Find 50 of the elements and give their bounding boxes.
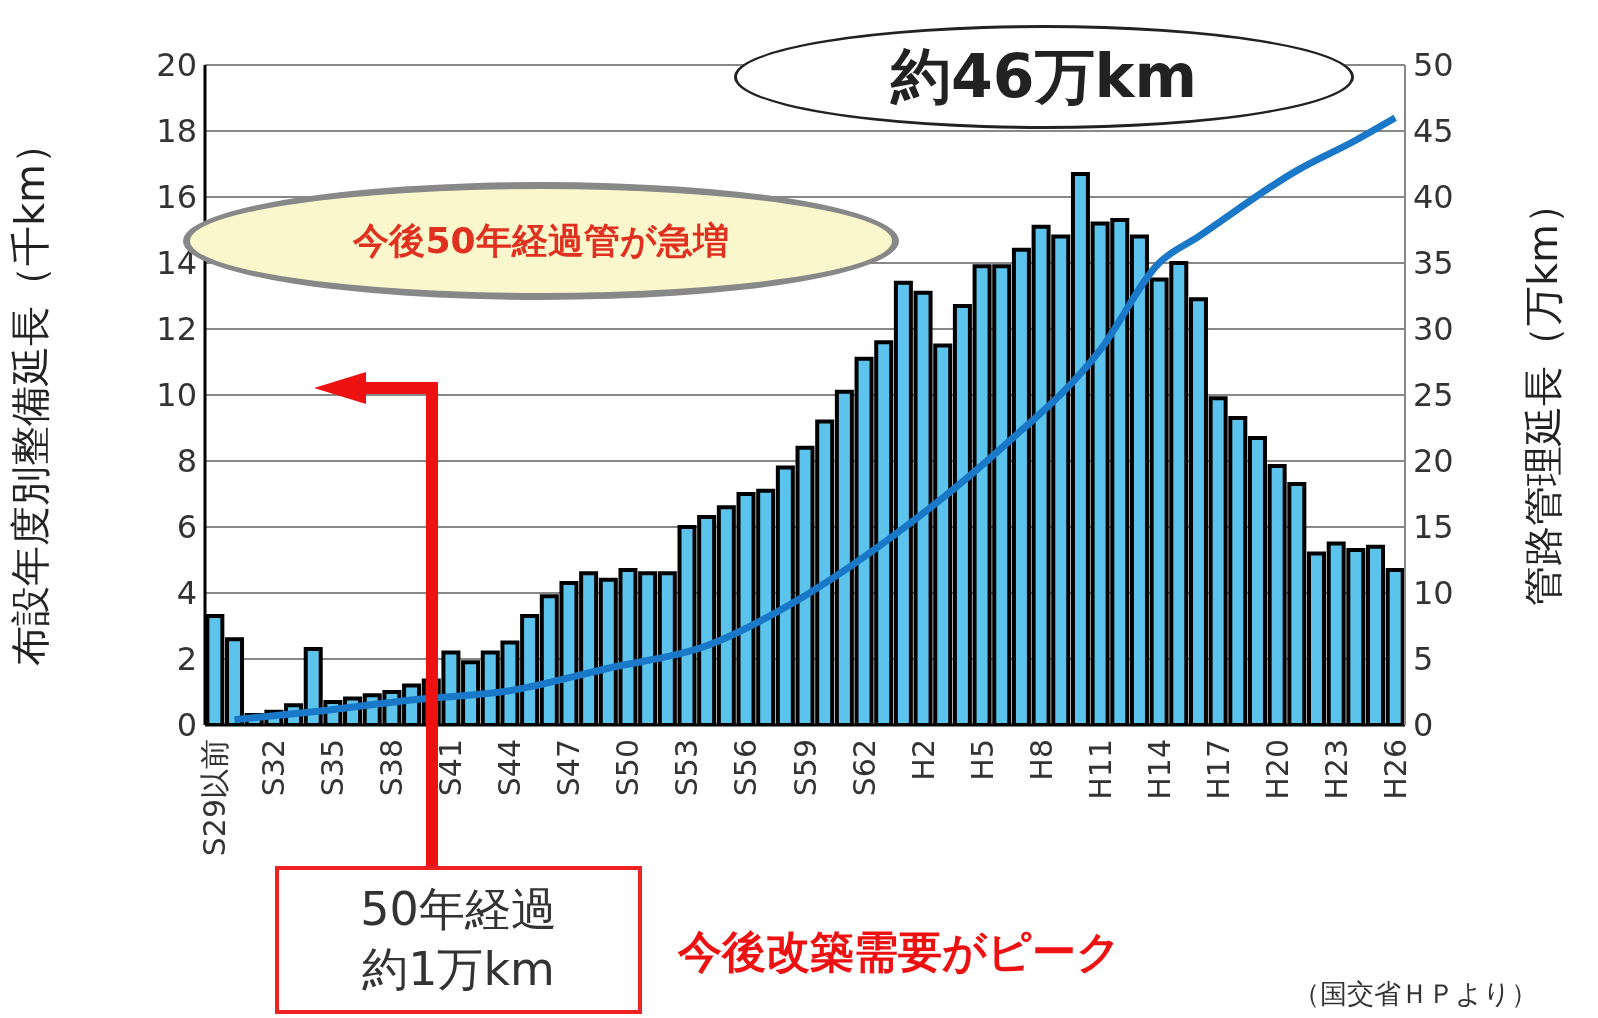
y-tick-label: 18 (156, 112, 197, 151)
x-tick-label: S50 (610, 739, 646, 797)
x-tick-label: S44 (492, 739, 528, 797)
y-tick-label: 6 (176, 508, 197, 547)
y-tick-label: 0 (176, 706, 197, 745)
x-tick-label: S29以前 (197, 739, 233, 857)
x-tick-label: S32 (256, 739, 292, 797)
text: （国交省ＨＰより） (1293, 977, 1538, 1011)
y2-tick-label: 15 (1413, 508, 1454, 547)
y-tick-label: 4 (176, 574, 197, 613)
y2-tick-label: 10 (1413, 574, 1454, 613)
y-tick-label: 20 (156, 46, 197, 85)
x-tick-label: S62 (846, 739, 882, 797)
x-tick-label: H8 (1023, 739, 1059, 781)
x-tick-label: H2 (905, 739, 941, 781)
y-tick-label: 14 (156, 244, 197, 283)
x-tick-label: S38 (374, 739, 410, 797)
y2-tick-label: 50 (1413, 46, 1454, 85)
y2-tick-label: 5 (1413, 640, 1434, 679)
y2-tick-label: 45 (1413, 112, 1454, 151)
y2-tick-label: 40 (1413, 178, 1454, 217)
x-tick-label: H23 (1318, 739, 1354, 800)
text: 今後改築需要がピーク (678, 925, 1121, 979)
y-tick-label: 10 (156, 376, 197, 415)
x-tick-label: H14 (1141, 739, 1177, 800)
x-tick-label: H5 (964, 739, 1000, 781)
y-tick-label: 8 (176, 442, 197, 481)
y2-tick-label: 20 (1413, 442, 1454, 481)
x-tick-label: H17 (1200, 739, 1236, 800)
y2-tick-label: 30 (1413, 310, 1454, 349)
x-tick-label: S56 (728, 739, 764, 797)
y2-axis-title: 管路管理延長（万km） (1520, 183, 1567, 607)
x-tick-label: S41 (433, 739, 469, 797)
y-tick-label: 16 (156, 178, 197, 217)
y-axis-title: 布設年度別整備延長（千km） (7, 123, 54, 667)
y-tick-label: 12 (156, 310, 197, 349)
x-tick-label: S47 (551, 739, 587, 797)
y2-tick-label: 35 (1413, 244, 1454, 283)
text: 約1万km (362, 941, 555, 998)
x-tick-label: H26 (1377, 739, 1413, 800)
y-tick-label: 2 (176, 640, 197, 679)
x-tick-label: S59 (787, 739, 823, 797)
x-tick-label: S35 (315, 739, 351, 797)
x-tick-label: H20 (1259, 739, 1295, 800)
y2-tick-label: 25 (1413, 376, 1454, 415)
oval-callout: 約46万km (734, 25, 1354, 129)
y2-tick-label: 0 (1413, 706, 1434, 745)
text: 50年経過 (360, 881, 557, 939)
x-tick-label: S53 (669, 739, 705, 797)
x-tick-label: H11 (1082, 739, 1118, 800)
